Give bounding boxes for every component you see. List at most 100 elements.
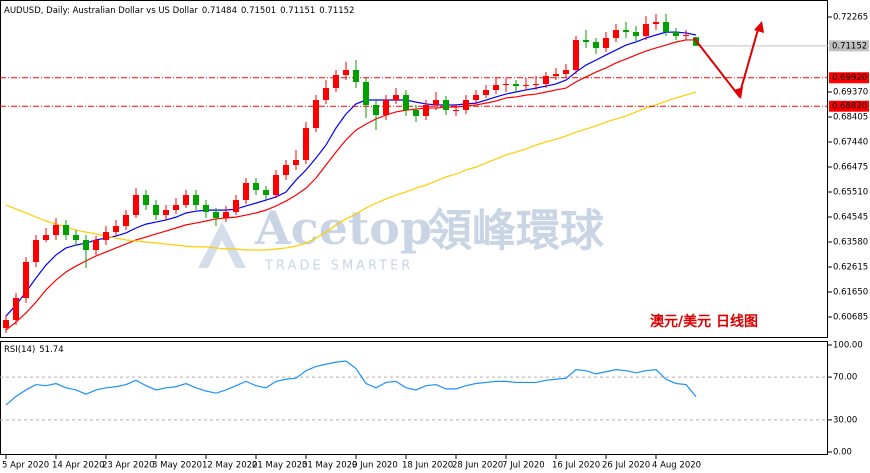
candle-body [453, 109, 459, 111]
y-tick-label: 100.00 [833, 341, 863, 351]
watermark-brand: Acetop [254, 201, 432, 255]
candle-body [283, 164, 289, 175]
candle-body [23, 261, 29, 299]
rsi-panel-frame [0, 341, 828, 455]
candle-body [353, 69, 359, 82]
y-tick-label: 70.00 [833, 373, 857, 383]
y-tick-label: 0.66475 [833, 162, 868, 172]
candle-body [373, 104, 379, 115]
price-tag [829, 40, 869, 52]
arrow-head [734, 87, 743, 99]
moving-average-line [5, 31, 697, 317]
candle-body [593, 41, 599, 49]
candle-body [493, 84, 499, 90]
rsi-header: RSI(14) 51.74 [4, 345, 64, 355]
arrow-head [754, 21, 764, 33]
candle-body [443, 99, 449, 110]
open-value: 0.71484 [202, 6, 237, 16]
close-value: 0.71152 [319, 6, 354, 16]
rsi-title: RSI(14) [4, 345, 35, 355]
candle-body [13, 298, 19, 320]
candle-body [623, 29, 629, 32]
candle-body [103, 231, 109, 240]
candle-body [93, 239, 99, 250]
candle-body [433, 99, 439, 105]
y-tick-label: 0.61650 [833, 287, 868, 297]
moving-average-line [5, 39, 696, 331]
candle-body [3, 319, 9, 329]
candle-body [223, 211, 229, 219]
x-tick-label: 7 Jul 2020 [502, 461, 545, 471]
y-tick-label: 0.63580 [833, 237, 868, 247]
candle-body [633, 31, 639, 37]
watermark-chinese: 領峰環球 [428, 206, 605, 257]
candle-body [83, 239, 89, 250]
y-tick-label: 0.64545 [833, 212, 868, 222]
candle-body [323, 88, 329, 100]
candle-body [513, 83, 519, 87]
chart-header: AUDUSD, Daily: Australian Dollar vs US D… [4, 6, 354, 16]
moving-average-line [5, 91, 697, 251]
level-tag [829, 72, 869, 84]
candle-body [663, 21, 669, 32]
rsi-line [5, 360, 697, 406]
watermark: Acetop 領峰環球 TRADE SMARTER [198, 201, 605, 274]
high-value: 0.71501 [241, 6, 276, 16]
candle-body [33, 239, 39, 262]
x-tick-label: 31 May 2020 [302, 461, 357, 471]
candle-body [643, 23, 649, 37]
level-tag [829, 100, 869, 112]
candle-body [673, 31, 679, 37]
rsi-value: 51.74 [39, 345, 63, 355]
candle-body [193, 194, 199, 205]
y-tick-label: 0.72265 [833, 12, 868, 22]
chart-annotation: 澳元/美元 日线图 [650, 313, 758, 330]
candle-body [483, 89, 489, 95]
candle-body [293, 159, 299, 165]
candle-body [213, 211, 219, 219]
candle-body [333, 74, 339, 89]
x-tick-label: 16 Jul 2020 [552, 461, 600, 471]
y-tick-label: 0.69370 [833, 87, 868, 97]
candle-body [133, 194, 139, 215]
low-value: 0.71151 [280, 6, 315, 16]
candle-body [383, 99, 389, 115]
candle-body [473, 94, 479, 100]
candle-body [553, 73, 559, 77]
candle-body [123, 214, 129, 227]
candle-body [603, 38, 609, 49]
candle-body [153, 204, 159, 215]
candle-body [313, 99, 319, 129]
price-tag-label: 0.71152 [832, 41, 867, 51]
candle-body [303, 128, 309, 160]
x-tick-label: 21 May 2020 [252, 461, 307, 471]
y-tick-label: 0.68405 [833, 112, 868, 122]
candle-body [563, 69, 569, 74]
x-tick-label: 28 Jun 2020 [452, 461, 503, 471]
candle-body [113, 226, 119, 232]
candle-body [203, 204, 209, 212]
x-tick-label: 12 May 2020 [202, 461, 257, 471]
x-tick-label: 4 Aug 2020 [652, 461, 701, 471]
x-tick-label: 3 May 2020 [152, 461, 202, 471]
x-tick-label: 5 Apr 2020 [2, 461, 49, 471]
candle-body [413, 109, 419, 117]
candle-body [583, 39, 589, 42]
candle-body [343, 69, 349, 75]
candle-body [423, 104, 429, 117]
x-tick-label: 18 Jun 2020 [402, 461, 453, 471]
candle-body [523, 84, 529, 87]
candle-body [363, 81, 369, 105]
candle-body [183, 194, 189, 205]
chart-title: AUDUSD, Daily: Australian Dollar vs US D… [4, 6, 198, 16]
y-tick-label: 0.67440 [833, 137, 868, 147]
candle-body [613, 29, 619, 39]
candle-body [683, 34, 689, 37]
candle-body [253, 183, 259, 190]
candle-body [273, 174, 279, 195]
candle-body [53, 224, 59, 235]
x-tick-label: 23 Apr 2020 [102, 461, 155, 471]
y-tick-label: 0.62615 [833, 262, 868, 272]
main-panel-frame [0, 0, 828, 338]
